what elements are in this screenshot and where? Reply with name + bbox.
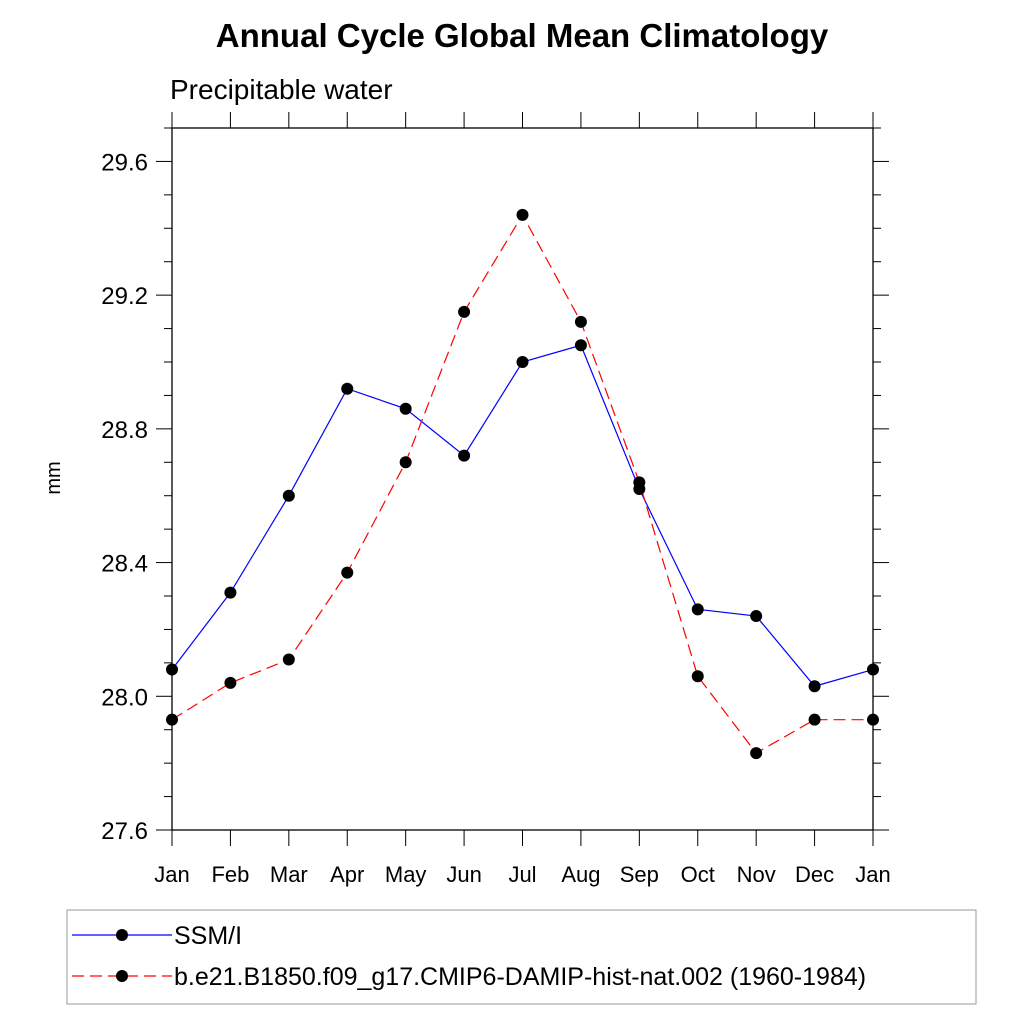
x-tick-label: Jan <box>154 862 189 887</box>
legend-entries: SSM/I b.e21.B1850.f09_g17.CMIP6-DAMIP-his… <box>72 922 866 991</box>
series-2-point <box>341 566 354 579</box>
series-2-point <box>691 670 704 683</box>
y-tick-label: 28.8 <box>101 417 148 444</box>
series-layer <box>166 208 879 760</box>
series-line-2 <box>171 213 873 754</box>
series-line-1 <box>171 344 874 687</box>
series-1-point <box>341 382 354 395</box>
legend-marker-1 <box>116 929 128 941</box>
x-tick-label: Jan <box>855 862 890 887</box>
chart-subtitle: Precipitable water <box>170 74 393 105</box>
series-2-point <box>574 315 587 328</box>
x-tick-label: Nov <box>737 862 776 887</box>
series-1-point <box>574 339 587 352</box>
plot-frame <box>171 127 874 831</box>
legend-label-1: SSM/I <box>174 922 242 950</box>
series-2-point <box>516 208 529 221</box>
y-tick-label: 28.0 <box>101 684 148 711</box>
series-2-point <box>224 676 237 689</box>
series-1-point <box>224 586 237 599</box>
series-2-point <box>399 456 412 469</box>
series-1-point <box>399 402 412 415</box>
x-tick-label: Oct <box>681 862 715 887</box>
legend-marker-2 <box>116 970 128 982</box>
series-1-point <box>691 603 704 616</box>
series-1-point <box>808 680 821 693</box>
series-2-point <box>458 305 471 318</box>
legend: SSM/I b.e21.B1850.f09_g17.CMIP6-DAMIP-his… <box>66 909 977 1005</box>
series-1-point <box>458 449 471 462</box>
x-tick-label: Apr <box>330 862 364 887</box>
series-1-point <box>750 610 763 623</box>
series-1-point <box>282 489 295 502</box>
x-tick-label: Jun <box>446 862 481 887</box>
series-2-point <box>282 653 295 666</box>
plot-border <box>171 127 874 831</box>
series-1-point <box>867 663 879 676</box>
series-2-point <box>166 713 178 726</box>
legend-box <box>66 909 977 1005</box>
y-axis-label: mm <box>43 461 65 494</box>
series-2-point <box>633 476 646 489</box>
series-2-point <box>867 713 879 726</box>
x-tick-label: May <box>385 862 427 887</box>
series-1-point <box>166 663 178 676</box>
series-2-point <box>808 713 821 726</box>
y-tick-label: 29.6 <box>101 149 148 176</box>
y-tick-label: 29.2 <box>101 283 148 310</box>
chart-title: Annual Cycle Global Mean Climatology <box>216 17 829 54</box>
series-1-point <box>516 356 529 368</box>
x-tick-label: Dec <box>795 862 834 887</box>
y-tick-label: 27.6 <box>101 818 148 845</box>
y-axis-ticks: 27.6 28.0 28.4 28.8 29.2 29.6 <box>101 127 889 845</box>
x-tick-label: Aug <box>561 862 600 887</box>
x-tick-label: Mar <box>270 862 308 887</box>
x-tick-label: Sep <box>620 862 659 887</box>
x-tick-label: Jul <box>508 862 536 887</box>
x-axis-ticks: Jan Feb Mar Apr May Jun Jul Aug Sep Oct Nov Dec Jan <box>154 112 891 887</box>
x-tick-label: Feb <box>211 862 249 887</box>
y-tick-label: 28.4 <box>101 551 148 578</box>
series-2-point <box>750 747 763 760</box>
legend-label-2: b.e21.B1850.f09_g17.CMIP6-DAMIP-hist-nat… <box>174 963 866 991</box>
